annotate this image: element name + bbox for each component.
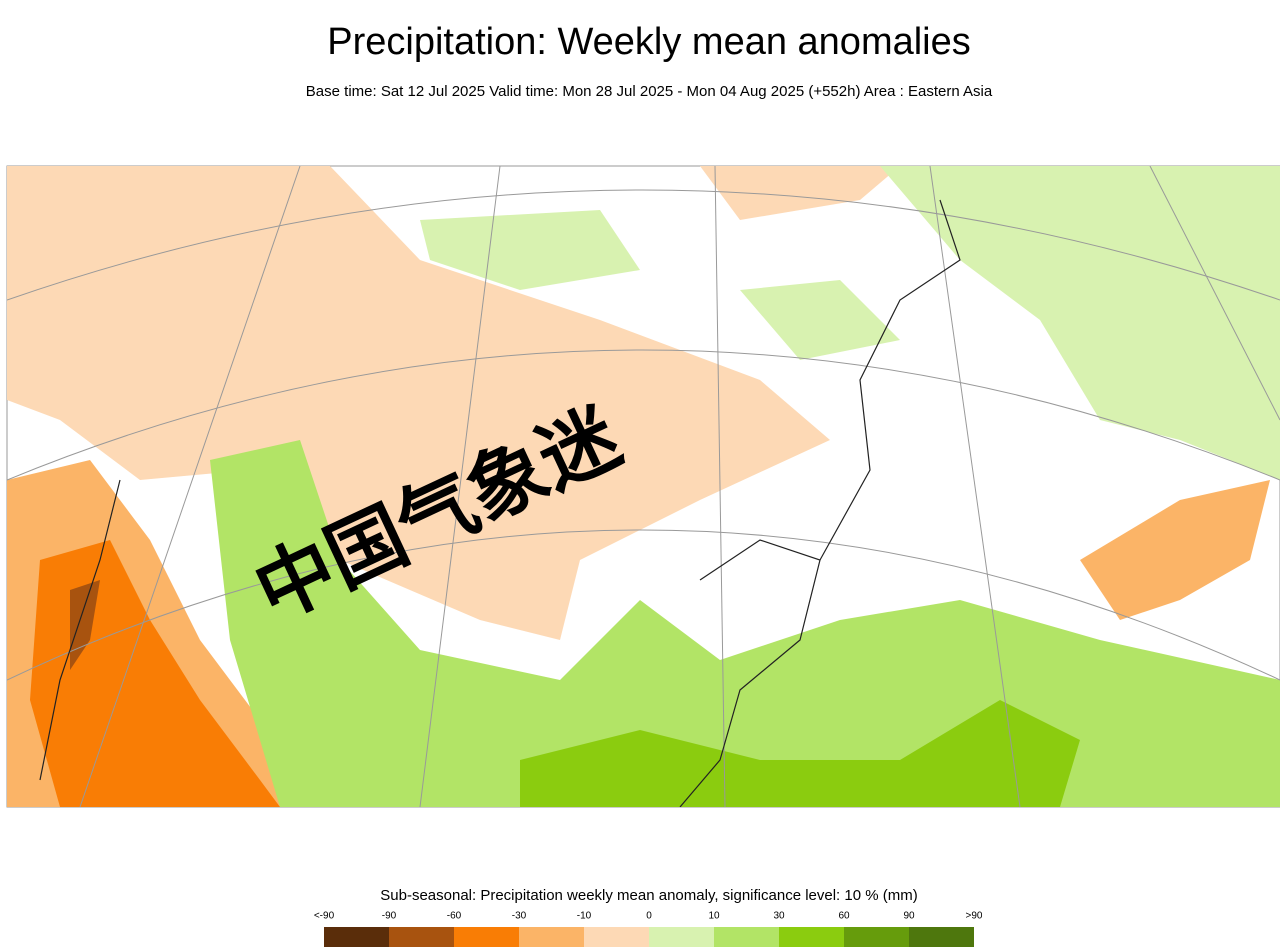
map-fields bbox=[7, 166, 1280, 807]
legend-swatch bbox=[519, 927, 584, 947]
legend-swatch bbox=[584, 927, 649, 947]
legend-swatch bbox=[389, 927, 454, 947]
legend-title: Sub-seasonal: Precipitation weekly mean … bbox=[380, 887, 917, 904]
legend-swatch bbox=[779, 927, 844, 947]
map: 中国气象迷 bbox=[6, 165, 1280, 808]
anomaly-area bbox=[70, 580, 100, 670]
legend-label: <-90 bbox=[314, 911, 335, 922]
anomaly-area bbox=[1080, 480, 1270, 620]
anomaly-area bbox=[880, 166, 1280, 480]
anomaly-area bbox=[740, 280, 900, 360]
anomaly-area bbox=[520, 700, 1080, 807]
legend-swatch bbox=[909, 927, 974, 947]
legend-swatch bbox=[844, 927, 909, 947]
legend-swatch bbox=[324, 927, 389, 947]
graticule bbox=[7, 166, 1280, 807]
subtitle: Base time: Sat 12 Jul 2025 Valid time: M… bbox=[306, 83, 993, 100]
title: Precipitation: Weekly mean anomalies bbox=[327, 21, 971, 63]
legend-label: 30 bbox=[773, 911, 785, 922]
anomaly-area bbox=[420, 210, 640, 290]
legend-label: 0 bbox=[646, 911, 652, 922]
anomaly-area bbox=[7, 166, 830, 640]
coastlines bbox=[39, 199, 961, 807]
legend-label: >90 bbox=[966, 911, 983, 922]
legend-label: -90 bbox=[382, 911, 397, 922]
legend-label: -60 bbox=[447, 911, 462, 922]
legend-swatch bbox=[649, 927, 714, 947]
legend-label: 60 bbox=[838, 911, 850, 922]
legend: <-90 -90 -60 -30 -10 0 10 30 60 90 >90 bbox=[314, 911, 983, 947]
legend-label: -30 bbox=[512, 911, 527, 922]
legend-label: 90 bbox=[903, 911, 915, 922]
legend-label: 10 bbox=[708, 911, 720, 922]
anomaly-area bbox=[700, 166, 900, 220]
legend-swatch bbox=[454, 927, 519, 947]
legend-label: -10 bbox=[577, 911, 592, 922]
legend-swatch bbox=[714, 927, 779, 947]
